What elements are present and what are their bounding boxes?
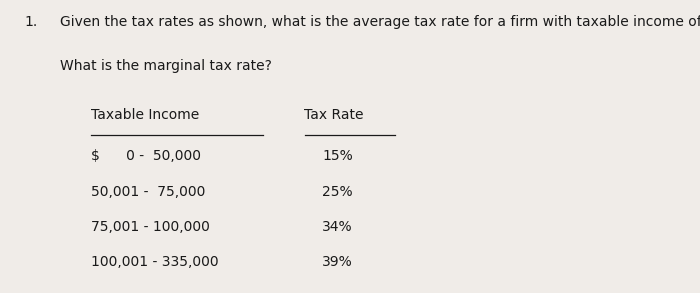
Text: Taxable Income: Taxable Income xyxy=(91,108,200,122)
Text: Given the tax rates as shown, what is the average tax rate for a firm with taxab: Given the tax rates as shown, what is th… xyxy=(60,15,700,29)
Text: 100,001 - 335,000: 100,001 - 335,000 xyxy=(91,255,218,269)
Text: 25%: 25% xyxy=(322,185,353,199)
Text: $      0 -  50,000: $ 0 - 50,000 xyxy=(91,149,201,163)
Text: What is the marginal tax rate?: What is the marginal tax rate? xyxy=(60,59,272,73)
Text: 34%: 34% xyxy=(322,220,353,234)
Text: 50,001 -  75,000: 50,001 - 75,000 xyxy=(91,185,205,199)
Text: 1.: 1. xyxy=(25,15,38,29)
Text: Tax Rate: Tax Rate xyxy=(304,108,364,122)
Text: 15%: 15% xyxy=(322,149,353,163)
Text: 39%: 39% xyxy=(322,255,353,269)
Text: 75,001 - 100,000: 75,001 - 100,000 xyxy=(91,220,210,234)
